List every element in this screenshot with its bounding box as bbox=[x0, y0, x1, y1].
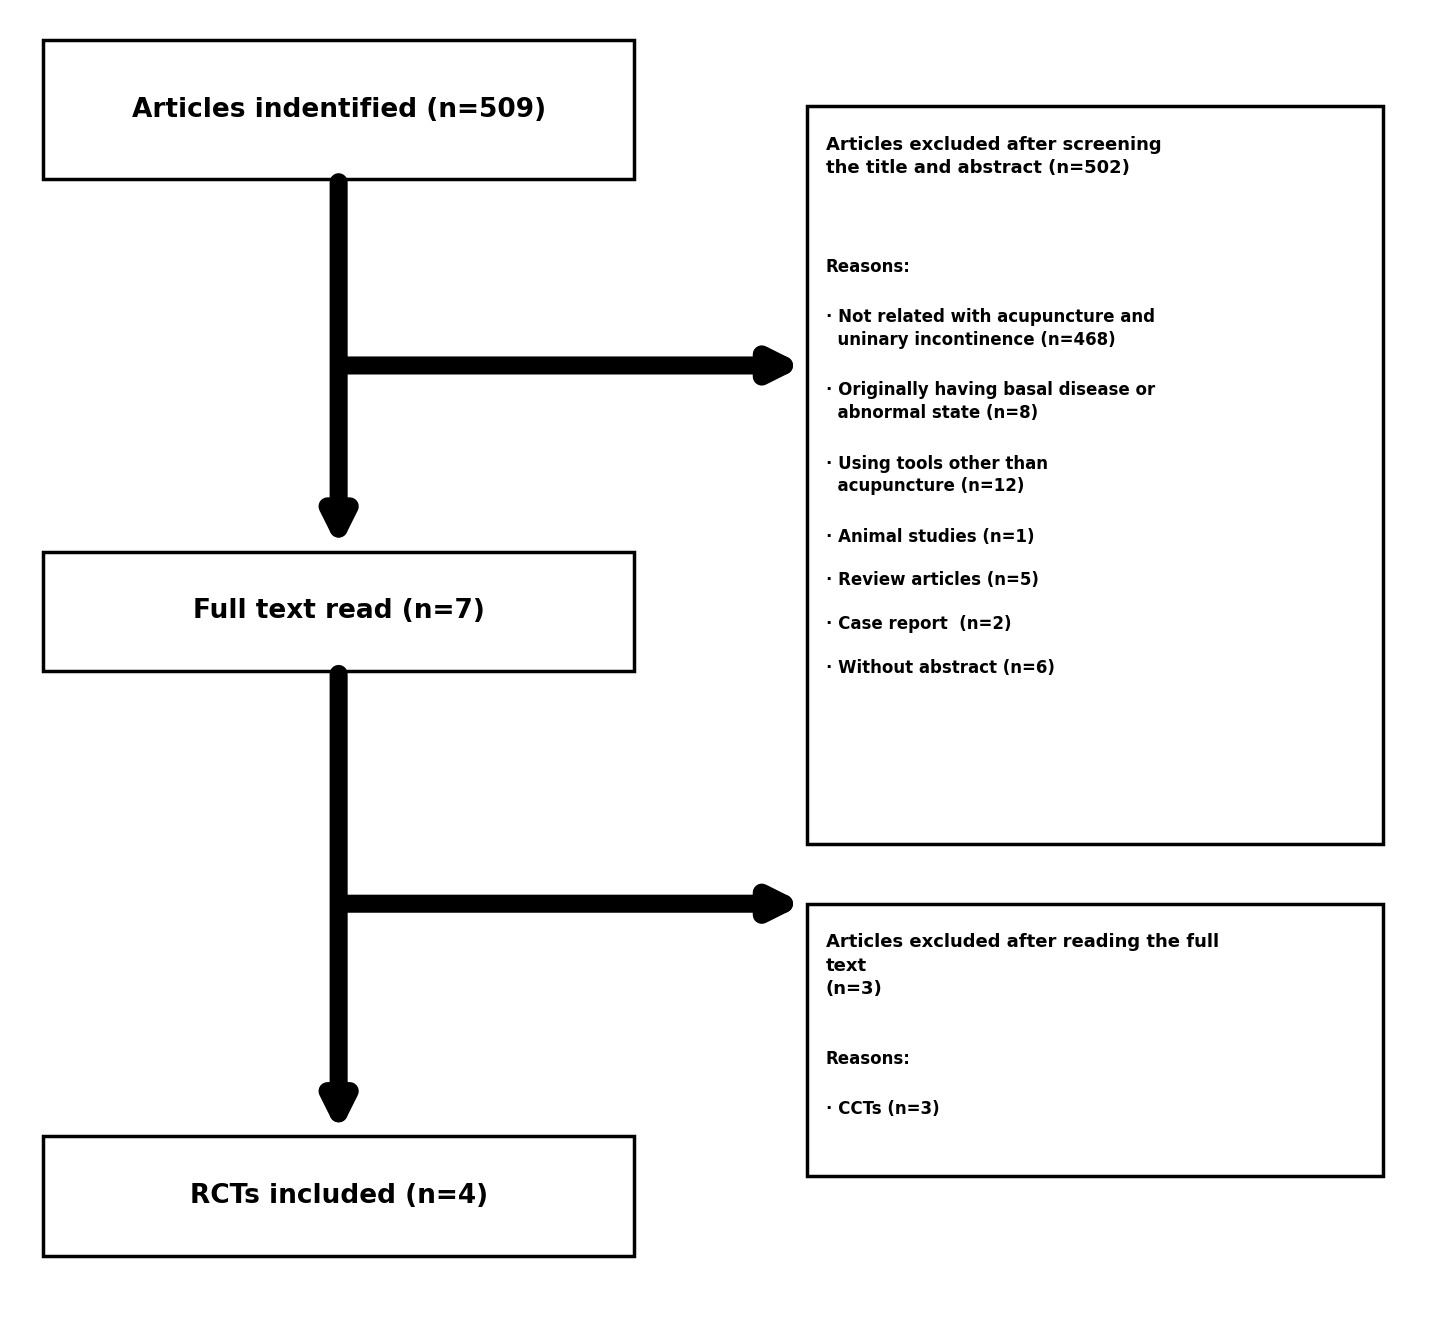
FancyBboxPatch shape bbox=[43, 1136, 634, 1256]
Text: Reasons:: Reasons: bbox=[826, 1050, 911, 1069]
Text: · CCTs (n=3): · CCTs (n=3) bbox=[826, 1100, 940, 1119]
FancyBboxPatch shape bbox=[807, 106, 1383, 844]
FancyBboxPatch shape bbox=[807, 904, 1383, 1176]
Text: Full text read (n=7): Full text read (n=7) bbox=[193, 598, 484, 625]
Text: · Review articles (n=5): · Review articles (n=5) bbox=[826, 571, 1039, 590]
Text: Articles excluded after reading the full
text
(n=3): Articles excluded after reading the full… bbox=[826, 933, 1219, 998]
Text: Articles excluded after screening
the title and abstract (n=502): Articles excluded after screening the ti… bbox=[826, 136, 1161, 177]
FancyBboxPatch shape bbox=[43, 40, 634, 179]
Text: · Using tools other than
  acupuncture (n=12): · Using tools other than acupuncture (n=… bbox=[826, 455, 1048, 494]
Text: Articles indentified (n=509): Articles indentified (n=509) bbox=[131, 97, 546, 122]
Text: · Without abstract (n=6): · Without abstract (n=6) bbox=[826, 659, 1055, 678]
Text: · Case report  (n=2): · Case report (n=2) bbox=[826, 615, 1012, 634]
FancyBboxPatch shape bbox=[43, 552, 634, 671]
Text: · Animal studies (n=1): · Animal studies (n=1) bbox=[826, 528, 1035, 546]
Text: RCTs included (n=4): RCTs included (n=4) bbox=[190, 1183, 487, 1209]
Text: · Originally having basal disease or
  abnormal state (n=8): · Originally having basal disease or abn… bbox=[826, 381, 1154, 421]
Text: · Not related with acupuncture and
  uninary incontinence (n=468): · Not related with acupuncture and unina… bbox=[826, 308, 1154, 348]
Text: Reasons:: Reasons: bbox=[826, 258, 911, 276]
